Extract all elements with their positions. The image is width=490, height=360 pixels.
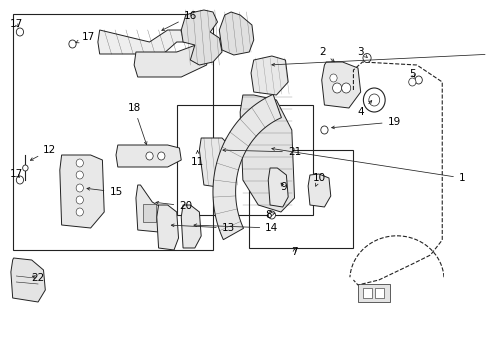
Circle shape xyxy=(369,94,380,106)
Polygon shape xyxy=(134,42,208,77)
Text: 15: 15 xyxy=(87,187,122,197)
Text: 22: 22 xyxy=(31,273,45,283)
Bar xyxy=(358,284,390,302)
Text: 13: 13 xyxy=(172,223,235,233)
Text: 14: 14 xyxy=(194,223,278,233)
Polygon shape xyxy=(251,56,288,95)
Polygon shape xyxy=(116,145,181,167)
Circle shape xyxy=(76,184,83,192)
Bar xyxy=(177,105,313,215)
Polygon shape xyxy=(199,138,236,188)
Circle shape xyxy=(69,40,76,48)
Circle shape xyxy=(76,196,83,204)
Text: 3: 3 xyxy=(357,47,368,58)
Text: 4: 4 xyxy=(357,100,372,117)
Circle shape xyxy=(158,152,165,160)
Bar xyxy=(13,14,213,250)
Text: 17: 17 xyxy=(76,32,96,43)
Bar xyxy=(375,288,384,298)
Polygon shape xyxy=(157,205,178,250)
Circle shape xyxy=(364,88,385,112)
Polygon shape xyxy=(240,95,294,212)
Text: 20: 20 xyxy=(156,201,193,211)
Circle shape xyxy=(76,171,83,179)
Polygon shape xyxy=(11,258,45,302)
Circle shape xyxy=(16,176,24,184)
Text: 11: 11 xyxy=(191,151,204,167)
Polygon shape xyxy=(213,94,281,240)
Text: 12: 12 xyxy=(30,145,56,160)
Text: 2: 2 xyxy=(319,47,334,62)
Text: 9: 9 xyxy=(280,182,287,192)
Circle shape xyxy=(76,208,83,216)
Polygon shape xyxy=(322,62,361,108)
Text: 19: 19 xyxy=(332,117,401,129)
Circle shape xyxy=(321,126,328,134)
Polygon shape xyxy=(98,30,208,54)
Text: 21: 21 xyxy=(223,147,301,157)
Circle shape xyxy=(146,152,153,160)
Text: 16: 16 xyxy=(162,11,197,30)
Text: 1: 1 xyxy=(272,148,466,183)
Circle shape xyxy=(342,83,351,93)
Circle shape xyxy=(23,165,28,171)
Circle shape xyxy=(409,78,416,86)
Text: 7: 7 xyxy=(291,247,298,257)
Text: 18: 18 xyxy=(127,103,147,145)
Text: 8: 8 xyxy=(265,210,275,220)
Bar xyxy=(143,204,156,222)
Circle shape xyxy=(363,54,371,63)
Text: 10: 10 xyxy=(313,173,325,186)
Polygon shape xyxy=(136,185,168,232)
Polygon shape xyxy=(181,10,222,65)
Circle shape xyxy=(333,83,342,93)
Text: 17: 17 xyxy=(10,19,23,29)
Polygon shape xyxy=(268,168,288,207)
Text: 6: 6 xyxy=(272,49,490,66)
Bar xyxy=(249,150,353,248)
Polygon shape xyxy=(308,174,331,207)
Polygon shape xyxy=(60,155,104,228)
Text: 5: 5 xyxy=(409,69,416,79)
Circle shape xyxy=(16,28,24,36)
Bar xyxy=(363,288,371,298)
Polygon shape xyxy=(181,205,201,248)
Polygon shape xyxy=(220,12,254,55)
Circle shape xyxy=(268,211,275,219)
Circle shape xyxy=(76,159,83,167)
Circle shape xyxy=(330,74,337,82)
Circle shape xyxy=(415,76,422,84)
Text: 17: 17 xyxy=(10,169,23,179)
